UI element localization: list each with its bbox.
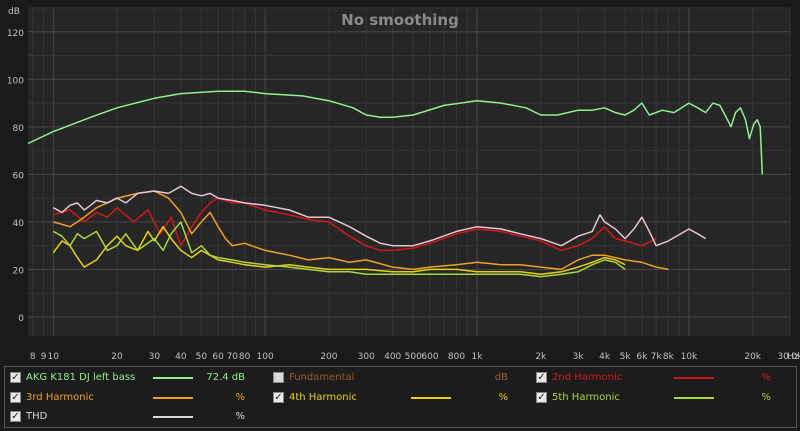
x-tick-label: 500 — [405, 352, 422, 362]
legend-item-h5: ✓ 5th Harmonic% — [536, 390, 791, 406]
x-tick-label: 80 — [239, 352, 251, 362]
legend-label: 3rd Harmonic — [26, 392, 94, 403]
chart-area: 0 20 40 60 80 100 120 8 9 10 20 30 40 50 60 70 80 100 200… — [7, 7, 800, 362]
legend-label: 5th Harmonic — [552, 392, 620, 403]
legend-value: 72.4 dB — [206, 372, 245, 383]
y-axis: 0 20 40 60 80 100 120 — [7, 29, 24, 324]
legend-value: % — [761, 372, 771, 383]
x-tick-label: 70 — [227, 352, 239, 362]
x-tick-label: 40 — [175, 352, 187, 362]
legend-swatch — [674, 377, 714, 379]
series-line-thd — [52, 185, 707, 247]
legend-item-thd: ✓ THD% — [10, 409, 265, 425]
x-tick-label: 60 — [212, 352, 224, 362]
legend: ✓ AKG K181 DJ left bass 72.4 dB Fundamental… — [4, 366, 797, 428]
grid — [28, 7, 791, 336]
x-tick-label: 10k — [681, 352, 698, 362]
series-line-h2 — [53, 197, 657, 252]
legend-swatch — [153, 416, 193, 418]
x-tick-label: 8 — [30, 352, 36, 362]
legend-checkbox-fund[interactable] — [273, 372, 284, 383]
x-tick-label: 8k — [663, 352, 675, 362]
legend-checkbox-h4[interactable]: ✓ — [273, 392, 284, 403]
x-tick-label: 400 — [384, 352, 401, 362]
x-tick-label: 6k — [636, 352, 648, 362]
y-tick-label: 40 — [13, 219, 25, 229]
y-tick-label: 80 — [13, 124, 25, 134]
plot-background — [28, 8, 790, 336]
legend-checkbox-h2[interactable]: ✓ — [536, 372, 547, 383]
y-tick-label: 100 — [7, 76, 24, 86]
legend-item-h4: ✓ 4th Harmonic% — [273, 390, 528, 406]
legend-checkbox-h5[interactable]: ✓ — [536, 392, 547, 403]
legend-value: % — [235, 392, 245, 403]
legend-checkbox-main[interactable]: ✓ — [10, 372, 21, 383]
x-unit-label: Hz — [787, 352, 799, 362]
x-tick-label: 200 — [320, 352, 337, 362]
y-tick-label: 20 — [13, 266, 25, 276]
legend-checkbox-thd[interactable]: ✓ — [10, 411, 21, 422]
x-tick-label: 600 — [421, 352, 438, 362]
legend-swatch — [153, 397, 193, 399]
legend-item-fund: Fundamental dB — [273, 370, 528, 386]
x-tick-label: 100 — [257, 352, 274, 362]
chart-title: No smoothing — [341, 11, 459, 29]
legend-checkbox-h3[interactable]: ✓ — [10, 392, 21, 403]
x-tick-label: 10 — [48, 352, 60, 362]
y-tick-label: 120 — [7, 29, 24, 39]
x-tick-label: 50 — [196, 352, 208, 362]
legend-item-h3: ✓ 3rd Harmonic% — [10, 390, 265, 406]
x-tick-label: 4k — [599, 352, 611, 362]
x-axis: 8 9 10 20 30 40 50 60 70 80 100 200 300 400 500 600 800 1… — [30, 352, 800, 362]
series-line-main — [27, 90, 764, 175]
x-tick-label: 2k — [535, 352, 547, 362]
x-tick-label: 7k — [651, 352, 663, 362]
series-line-h5 — [52, 221, 626, 278]
legend-value: % — [235, 411, 245, 422]
y-tick-label: 0 — [18, 314, 24, 324]
x-tick-label: 20 — [111, 352, 123, 362]
legend-value: % — [761, 392, 771, 403]
legend-label: 4th Harmonic — [289, 392, 357, 403]
x-tick-label: 20k — [744, 352, 761, 362]
legend-swatch — [153, 377, 193, 379]
legend-label: AKG K181 DJ left bass — [26, 372, 136, 383]
legend-swatch — [411, 397, 451, 399]
x-tick-label: 300 — [358, 352, 375, 362]
y-tick-label: 60 — [13, 171, 25, 181]
legend-value: dB — [494, 372, 508, 383]
x-tick-label: 30 — [149, 352, 161, 362]
legend-item-main: ✓ AKG K181 DJ left bass 72.4 dB — [10, 370, 265, 386]
legend-label: 2nd Harmonic — [552, 372, 623, 383]
x-tick-label: 5k — [620, 352, 632, 362]
series-line-h4 — [52, 225, 626, 275]
x-tick-label: 3k — [573, 352, 585, 362]
legend-swatch — [674, 397, 714, 399]
legend-label: Fundamental — [289, 372, 355, 383]
x-tick-label: 9 — [41, 352, 47, 362]
legend-item-h2: ✓ 2nd Harmonic% — [536, 370, 791, 386]
x-tick-label: 800 — [448, 352, 465, 362]
x-tick-label: 1k — [472, 352, 484, 362]
legend-value: % — [498, 392, 508, 403]
y-unit-label: dB — [8, 7, 20, 17]
legend-label: THD — [26, 411, 48, 422]
x-tick-label: 30.0k — [777, 352, 800, 362]
curves — [27, 90, 764, 278]
